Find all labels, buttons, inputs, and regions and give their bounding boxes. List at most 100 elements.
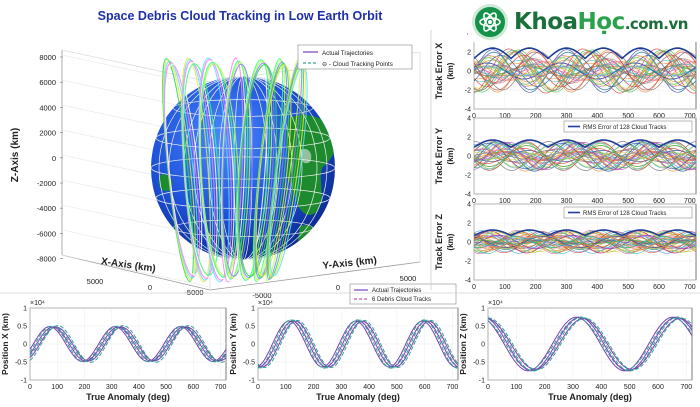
legend-actual: Actual Trajectories (322, 50, 373, 57)
x-tick-label: 400 (591, 113, 603, 120)
y-tick-label: 0 (336, 283, 340, 292)
track-error-line (474, 236, 696, 248)
cloud-track-line (30, 325, 226, 363)
y-tick-label: 1 (481, 306, 485, 313)
x-tick-label: 300 (561, 198, 573, 205)
y-axis-label: Position X (km) (0, 313, 10, 375)
x-tick-label: 300 (561, 284, 573, 291)
x-tick-label: 200 (308, 384, 320, 391)
meridian-line (218, 76, 268, 260)
track-error-line (474, 235, 696, 249)
x-tick-label: 200 (79, 384, 91, 391)
track-error-line (474, 236, 696, 248)
parallel-line (151, 156, 335, 180)
y-axis-label: Y-Axis (km) (322, 255, 377, 272)
x-tick-label: 400 (595, 384, 607, 391)
y-axis-label: Track Error X (434, 43, 444, 100)
track-error-line (474, 142, 696, 170)
track-error-line (474, 140, 696, 172)
y-tick-label: 0 (467, 69, 471, 76)
y-tick-label: 0.5 (245, 324, 255, 331)
track-error-line (474, 64, 696, 78)
series-group (488, 316, 692, 372)
track-error-line (474, 143, 696, 169)
y-tick-label: -5000 (252, 291, 271, 300)
x-tick-label: 100 (280, 384, 292, 391)
x-axis-label: X-Axis (km) (100, 256, 156, 275)
rms-error-line (474, 47, 696, 60)
logo-part-2: Học (577, 9, 626, 35)
y-tick-label: 0 (467, 240, 471, 247)
track-error-line (474, 231, 696, 253)
track-error-line (474, 235, 696, 249)
y-tick-label: -1 (21, 378, 27, 385)
legend-box (563, 206, 693, 219)
debris-orbits (162, 57, 308, 283)
y-tick-label: 1 (23, 306, 27, 313)
y-tick-label: -4 (465, 192, 471, 199)
y-tick-label: -2 (465, 173, 471, 180)
debris-orbit-path (183, 63, 221, 276)
track-error-line (474, 145, 696, 167)
actual-trajectory-line (258, 320, 458, 368)
panel-pos-x: 0 100 200 300 400 500 600 700 1 0.5 0 -0.5 -1 True An… (0, 300, 226, 402)
cloud-track-line (30, 325, 226, 363)
track-error-line (474, 237, 696, 247)
x-tick-label: 600 (653, 284, 665, 291)
x-tick-label: 300 (567, 384, 579, 391)
globe-legend: Actual Trajectories ⊖ - Cloud Tracking P… (297, 44, 413, 70)
series-group (474, 229, 696, 255)
y-tick-label: -0.5 (473, 360, 485, 367)
track-error-line (474, 58, 696, 84)
x-tick-label: 100 (51, 384, 63, 391)
panel-err-y: 0 100 200 300 400 500 600 700 4 2 0 -2 -4 Track Error… (434, 116, 697, 205)
debris-orbit-path (164, 63, 203, 276)
x-tick-label: 600 (653, 198, 665, 205)
site-logo[interactable]: KhoaHọc.com.vn (468, 2, 700, 42)
x-tick-label: 500 (622, 284, 634, 291)
y-tick-label: 4 (467, 116, 471, 123)
z-axis-ticks: 8000 6000 4000 2000 0 -2000 -4000 -6000 -8000 (37, 53, 63, 264)
x-tick-label: 500 (622, 113, 634, 120)
x-tick-label: 100 (499, 284, 511, 291)
z-tick-label: -8000 (37, 255, 56, 264)
track-error-line (474, 236, 696, 248)
track-error-line (474, 151, 696, 161)
x-tick-label: 500 (624, 384, 636, 391)
track-error-line (474, 51, 696, 91)
cloud-track-line (30, 326, 226, 362)
y-tick-label: -4 (465, 278, 471, 285)
x-axis-ticks: 5000 0 -5000 -5000 0 5000 (87, 274, 417, 300)
actual-trajectory-line (30, 326, 226, 362)
x-tick-label: 400 (133, 384, 145, 391)
rms-error-line (474, 229, 696, 237)
panel-err-z: 0 100 200 300 400 500 600 700 4 2 0 -2 -4 Track Error… (434, 202, 697, 291)
x-tick-label: 500 (391, 384, 403, 391)
y-tick-label: -1 (249, 378, 255, 385)
exponent-label: ×10⁴ (258, 300, 273, 307)
x-tick-label: 300 (561, 113, 573, 120)
track-error-line (474, 150, 696, 162)
globe-panel: Space Debris Cloud Tracking in Low Earth… (10, 9, 421, 300)
x-tick-label: 0 (472, 198, 476, 205)
track-error-line (474, 62, 696, 80)
z-tick-label: -2000 (37, 179, 56, 188)
y-tick-label: 0 (481, 342, 485, 349)
y-tick-label: 1 (251, 306, 255, 313)
track-error-line (474, 144, 696, 168)
actual-trajectory-line (30, 326, 226, 362)
y-tick-label: 0 (23, 342, 27, 349)
x-tick-label: 700 (684, 198, 696, 205)
actual-trajectory-line (30, 326, 226, 362)
y-axis-unit: (km) (446, 62, 455, 79)
x-tick-label: 400 (363, 384, 375, 391)
exponent-label: ×10⁴ (30, 300, 45, 307)
track-error-line (474, 49, 696, 93)
legend-label: 6 Debris Cloud Tracks (372, 297, 431, 303)
track-error-line (474, 238, 696, 246)
track-error-line (474, 230, 696, 254)
track-error-line (474, 61, 696, 81)
track-error-line (474, 235, 696, 249)
track-error-line (474, 230, 696, 254)
